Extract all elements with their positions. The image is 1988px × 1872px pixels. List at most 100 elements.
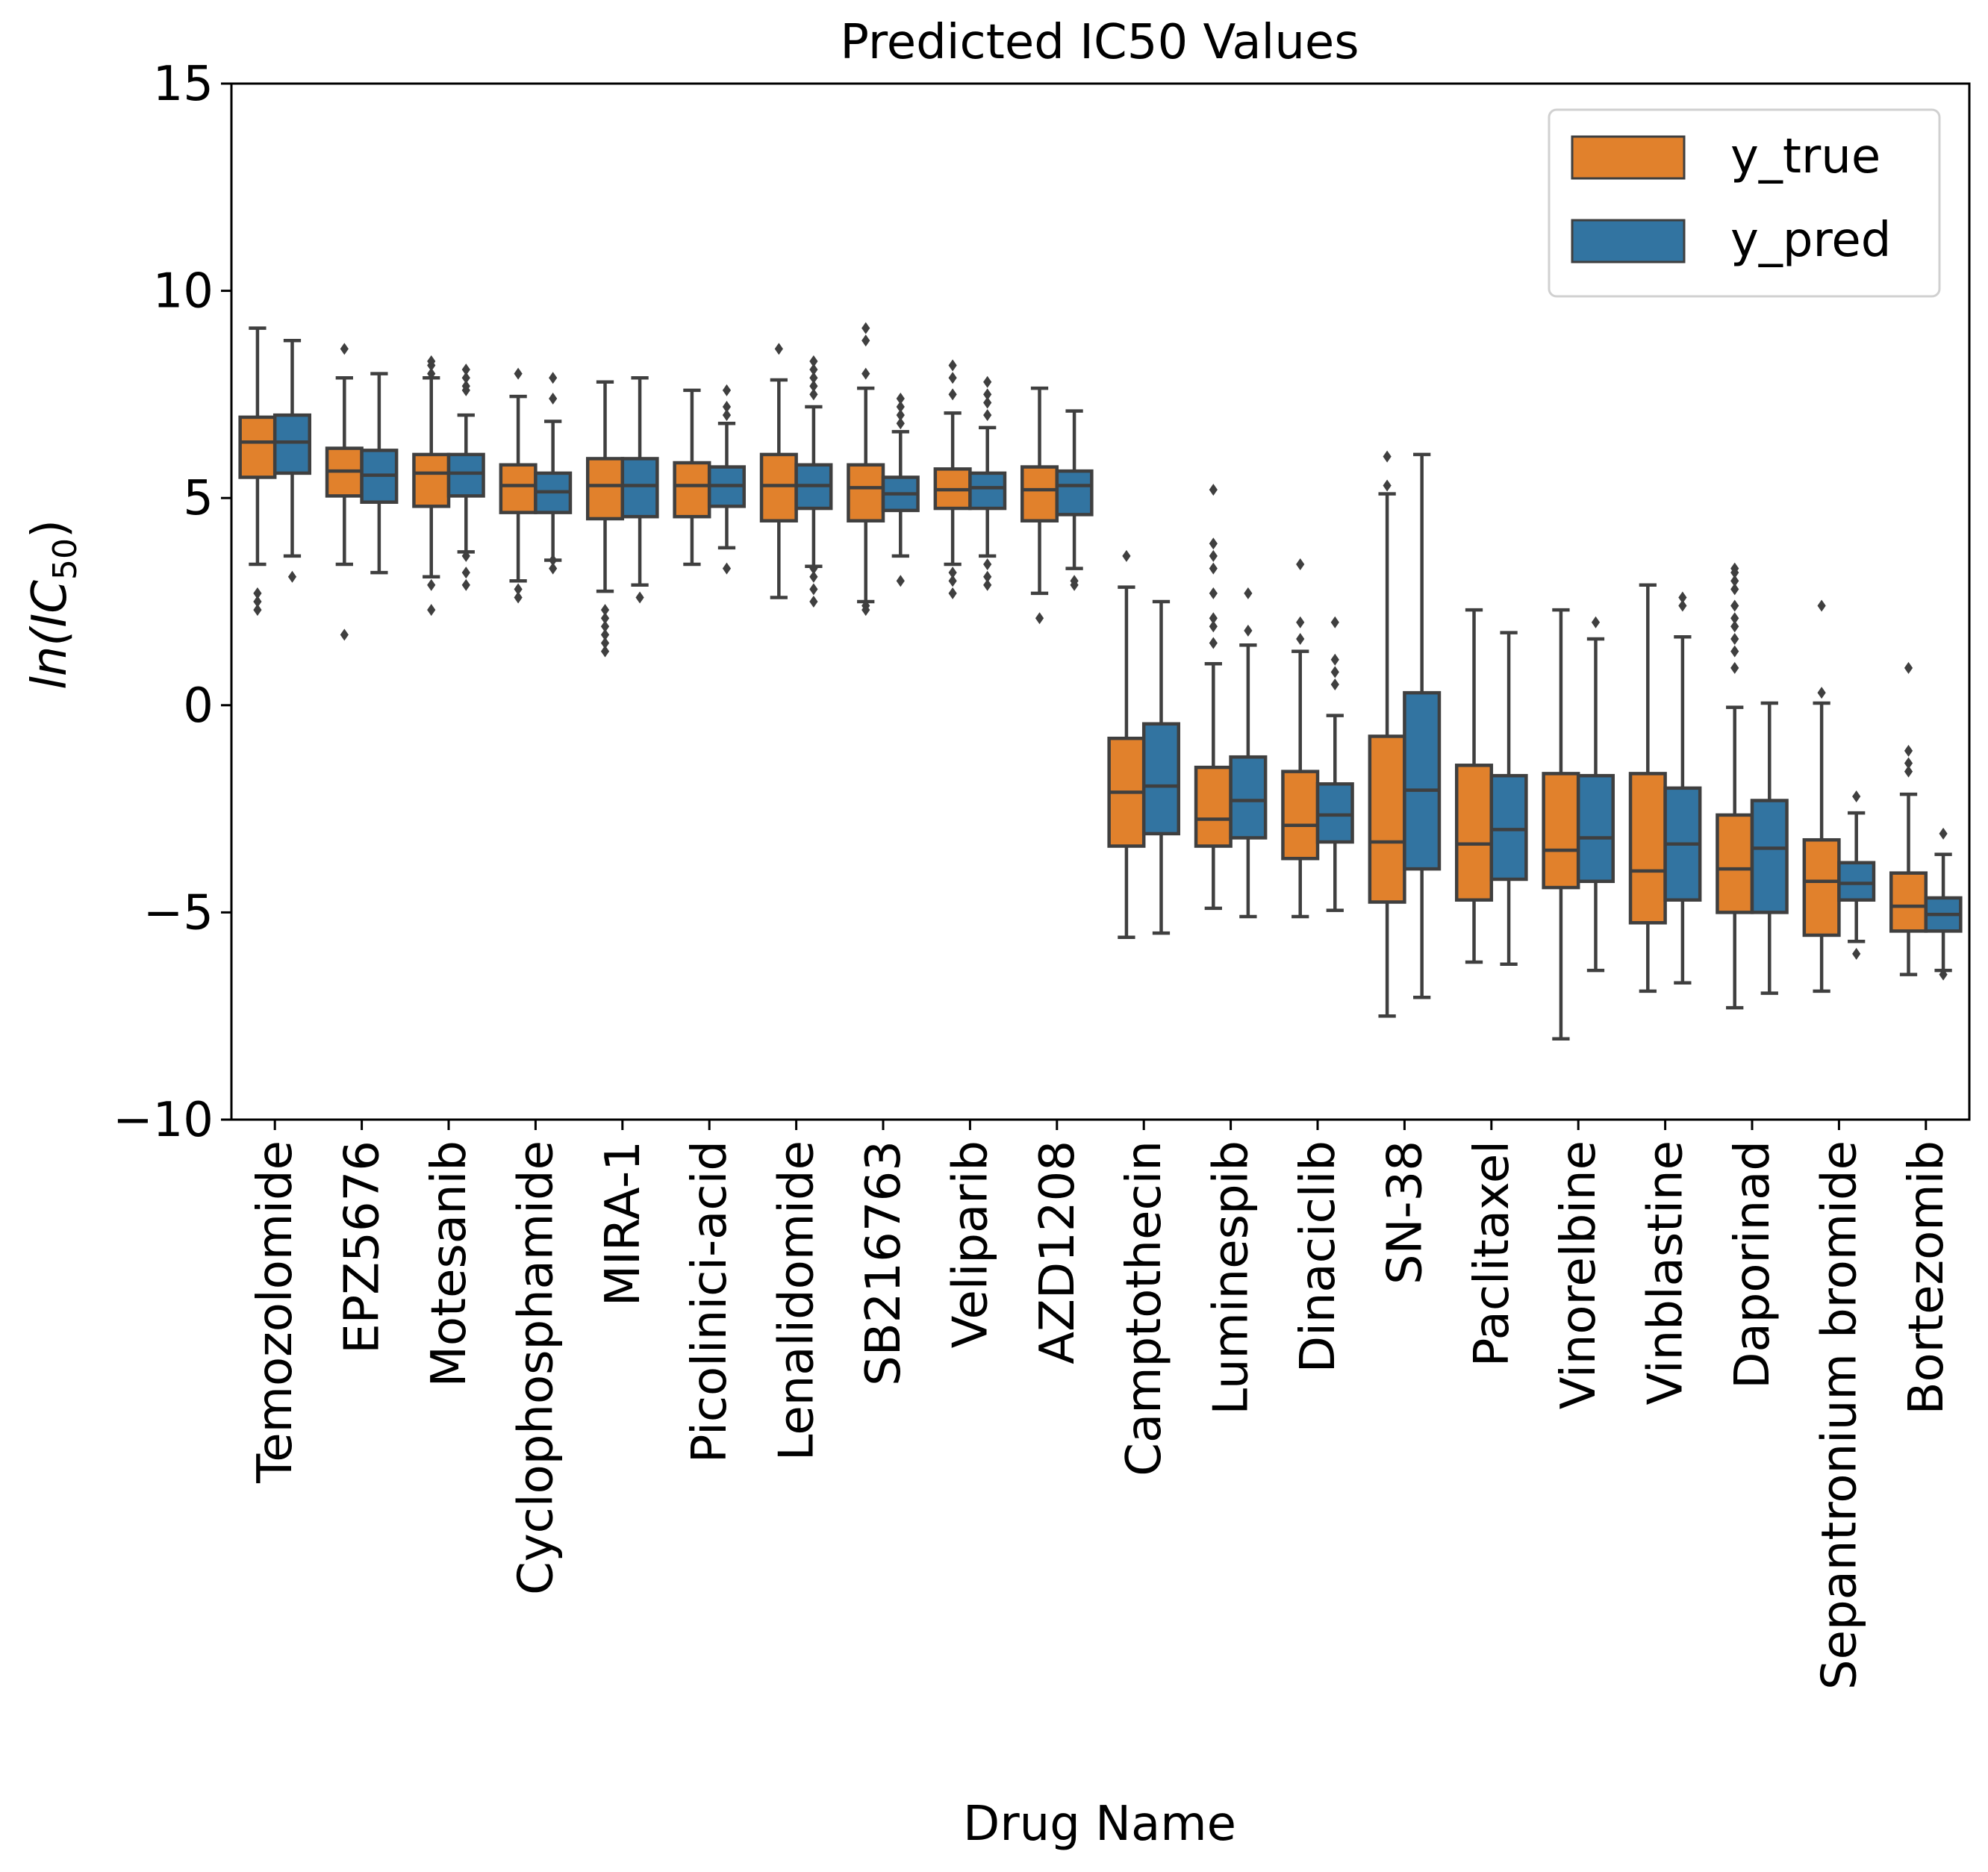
outlier-point bbox=[1244, 587, 1253, 599]
outlier-point bbox=[1383, 479, 1392, 492]
outlier-point bbox=[1904, 744, 1913, 757]
box-y_pred bbox=[1489, 631, 1528, 967]
chart-title: Predicted IC50 Values bbox=[840, 15, 1359, 70]
outlier-point bbox=[1939, 968, 1948, 981]
outlier-point bbox=[722, 401, 732, 414]
outlier-point bbox=[983, 558, 992, 571]
outlier-point bbox=[1730, 661, 1739, 674]
box-y_pred bbox=[1055, 409, 1094, 591]
box-y_true bbox=[412, 355, 451, 617]
outlier-point bbox=[774, 343, 783, 355]
outlier-point bbox=[253, 587, 262, 599]
outlier-point bbox=[1330, 666, 1339, 678]
box-y_true bbox=[499, 367, 537, 604]
outlier-point bbox=[1209, 637, 1218, 649]
box-y_pred bbox=[620, 375, 659, 604]
box-y_true bbox=[847, 322, 885, 617]
outlier-point bbox=[948, 359, 957, 372]
outlier-point bbox=[809, 596, 818, 608]
outlier-point bbox=[1730, 645, 1739, 658]
x-tick-label: Cyclophosphamide bbox=[508, 1141, 564, 1595]
outlier-point bbox=[1070, 575, 1079, 587]
outlier-point bbox=[1209, 549, 1218, 562]
outlier-point bbox=[1730, 620, 1739, 633]
box-y_pred bbox=[1924, 827, 1963, 981]
box-y_true bbox=[1020, 386, 1059, 625]
box-y_pred bbox=[881, 392, 920, 587]
outlier-point bbox=[1122, 549, 1131, 562]
y-tick-label: 10 bbox=[153, 264, 214, 319]
box-y_pred bbox=[446, 364, 485, 591]
x-tick-label: Paclitaxel bbox=[1465, 1141, 1520, 1367]
box-y_pred bbox=[1403, 452, 1442, 999]
box-iqr bbox=[620, 457, 659, 519]
outlier-point bbox=[600, 612, 610, 625]
box-y_true bbox=[759, 343, 798, 599]
outlier-point bbox=[1730, 562, 1739, 575]
box-y_true bbox=[1889, 661, 1928, 976]
outlier-point bbox=[896, 409, 905, 422]
y-tick-label: 5 bbox=[183, 471, 214, 526]
box-iqr bbox=[847, 463, 885, 522]
outlier-point bbox=[861, 334, 870, 347]
box-iqr bbox=[1368, 734, 1406, 904]
outlier-point bbox=[635, 591, 644, 604]
box-iqr bbox=[446, 452, 485, 498]
box-y_true bbox=[1802, 599, 1841, 993]
box-iqr bbox=[1750, 799, 1789, 914]
x-tick-label: Dinaciclib bbox=[1291, 1141, 1346, 1373]
outlier-point bbox=[896, 575, 905, 587]
outlier-point bbox=[549, 392, 558, 405]
outlier-point bbox=[809, 372, 818, 384]
box-iqr bbox=[1576, 773, 1615, 884]
x-tick-label: MIRA-1 bbox=[596, 1141, 651, 1306]
box-y_pred bbox=[968, 375, 1007, 591]
outlier-point bbox=[1817, 599, 1826, 612]
outlier-point bbox=[461, 364, 470, 376]
box-iqr bbox=[1628, 772, 1667, 925]
outlier-point bbox=[600, 604, 610, 617]
y-axis-label: ln(IC50) bbox=[22, 520, 84, 690]
outlier-point bbox=[549, 562, 558, 575]
outlier-point bbox=[1296, 558, 1305, 571]
outlier-point bbox=[861, 367, 870, 380]
box-y_pred bbox=[1229, 587, 1268, 919]
box-y_true bbox=[1628, 583, 1667, 993]
outlier-point bbox=[809, 562, 818, 575]
outlier-point bbox=[1730, 632, 1739, 645]
outlier-point bbox=[1852, 947, 1861, 960]
x-tick-label: Picolinici-acid bbox=[682, 1141, 738, 1463]
outlier-point bbox=[461, 372, 470, 384]
x-tick-label: Vinblastine bbox=[1639, 1141, 1694, 1405]
outlier-point bbox=[1730, 599, 1739, 612]
outlier-point bbox=[1296, 616, 1305, 628]
outlier-point bbox=[1330, 616, 1339, 628]
outlier-point bbox=[948, 575, 957, 587]
outlier-point bbox=[1904, 757, 1913, 770]
box-y_true bbox=[585, 380, 625, 658]
legend-label-y_pred: y_pred bbox=[1730, 213, 1891, 268]
outlier-point bbox=[1678, 591, 1687, 604]
x-tick-label: Veliparib bbox=[943, 1141, 998, 1348]
x-tick-label: Daporinad bbox=[1725, 1141, 1780, 1389]
outlier-point bbox=[1730, 583, 1739, 596]
outlier-point bbox=[287, 570, 297, 583]
outlier-point bbox=[1330, 678, 1339, 691]
box-y_pred bbox=[1576, 616, 1615, 973]
outlier-point bbox=[427, 355, 436, 367]
outlier-point bbox=[861, 322, 870, 334]
box-y_true bbox=[1454, 608, 1494, 964]
x-tick-label: SN-38 bbox=[1377, 1141, 1433, 1285]
outlier-point bbox=[1209, 620, 1218, 633]
outlier-point bbox=[514, 367, 523, 380]
outlier-point bbox=[983, 578, 992, 591]
box-y_pred bbox=[534, 372, 573, 575]
outlier-point bbox=[1904, 765, 1913, 778]
box-y_true bbox=[673, 388, 711, 567]
outlier-point bbox=[809, 570, 818, 583]
outlier-point bbox=[948, 567, 957, 579]
outlier-point bbox=[1209, 562, 1218, 575]
x-tick-label: SB216763 bbox=[856, 1141, 912, 1386]
x-tick-label: Camptothecin bbox=[1117, 1141, 1172, 1476]
outlier-point bbox=[1296, 632, 1305, 645]
